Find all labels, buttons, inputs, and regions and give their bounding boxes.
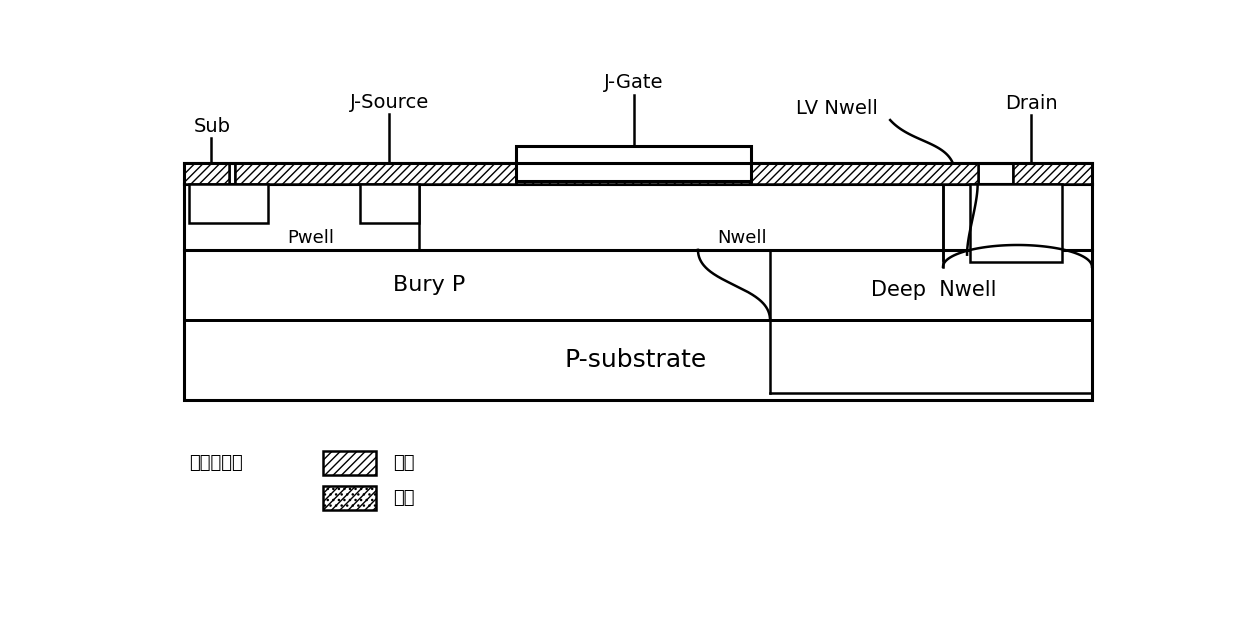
Bar [188, 184, 268, 223]
Text: J-Gate: J-Gate [604, 74, 663, 92]
Bar [324, 486, 376, 510]
Text: Nwell: Nwell [717, 229, 766, 247]
Text: P+: P+ [216, 195, 242, 213]
Bar [324, 451, 376, 475]
Text: Drain: Drain [1006, 94, 1058, 113]
Text: 附加说明：: 附加说明： [188, 454, 242, 472]
Bar [184, 163, 1092, 400]
Text: N+: N+ [376, 195, 404, 213]
Text: LV Nwell: LV Nwell [796, 99, 878, 118]
Bar [516, 146, 751, 181]
Bar [1013, 163, 1092, 184]
Text: 场氧: 场氧 [393, 454, 415, 472]
Text: N+: N+ [1002, 214, 1030, 232]
Text: Sub: Sub [195, 117, 231, 136]
Text: 栅氧: 栅氧 [393, 489, 415, 507]
Bar [184, 320, 1092, 400]
Bar [558, 163, 977, 184]
Bar [516, 181, 751, 184]
Text: P-substrate: P-substrate [564, 348, 707, 372]
Bar [234, 163, 558, 184]
Bar [360, 184, 419, 223]
Text: J-Source: J-Source [350, 93, 429, 112]
Text: Deep  Nwell: Deep Nwell [870, 280, 996, 300]
Bar [184, 163, 229, 184]
Bar [324, 486, 376, 510]
Text: Bury P: Bury P [393, 275, 465, 295]
Bar [970, 184, 1063, 262]
Text: Pwell: Pwell [288, 229, 335, 247]
